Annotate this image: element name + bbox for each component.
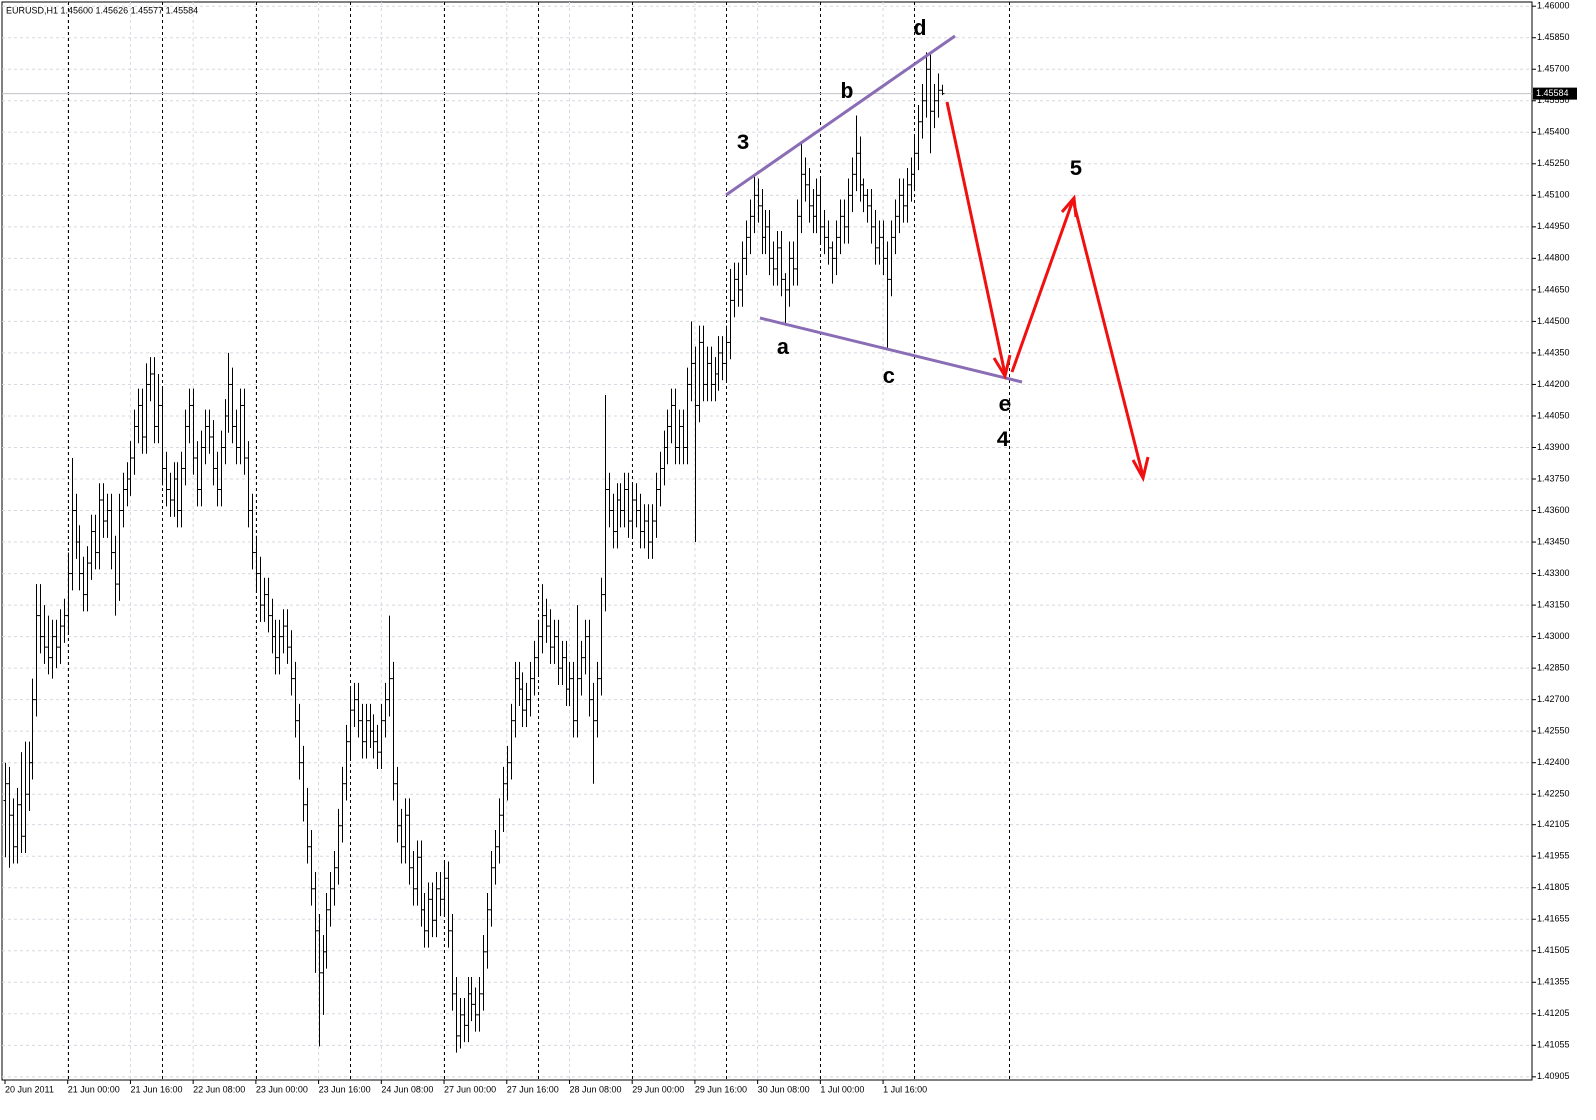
x-tick-label: 22 Jun 08:00 — [193, 1084, 245, 1094]
y-tick-label: 1.44350 — [1537, 347, 1570, 357]
y-tick-label: 1.43750 — [1537, 473, 1570, 483]
y-tick-label: 1.44950 — [1537, 221, 1570, 231]
x-tick-label: 28 Jun 08:00 — [569, 1084, 621, 1094]
wave-label: 3 — [736, 131, 749, 156]
x-tick-label: 27 Jun 16:00 — [507, 1084, 559, 1094]
arrow-head — [1131, 456, 1150, 483]
x-tick-label: 29 Jun 00:00 — [632, 1084, 684, 1094]
y-tick-label: 1.45550 — [1537, 95, 1570, 105]
y-tick-label: 1.46000 — [1537, 1, 1570, 11]
x-tick-label: 21 Jun 16:00 — [130, 1084, 182, 1094]
wave-label: 4 — [996, 428, 1009, 453]
x-tick-label: 27 Jun 00:00 — [444, 1084, 496, 1094]
y-tick-label: 1.44050 — [1537, 410, 1570, 420]
y-tick-label: 1.45100 — [1537, 190, 1570, 200]
y-tick-label: 1.41355 — [1537, 977, 1570, 987]
y-tick-label: 1.43900 — [1537, 442, 1570, 452]
x-tick-label: 29 Jun 16:00 — [695, 1084, 747, 1094]
y-tick-label: 1.41205 — [1537, 1008, 1570, 1018]
wave-label: c — [882, 365, 895, 390]
arrow-head — [992, 354, 1012, 380]
y-tick-label: 1.45700 — [1537, 64, 1570, 74]
wave-label: d — [913, 17, 926, 42]
y-tick-label: 1.45400 — [1537, 127, 1570, 137]
wave-label: b — [840, 80, 853, 105]
y-tick-label: 1.42850 — [1537, 663, 1570, 673]
y-tick-label: 1.41505 — [1537, 945, 1570, 955]
y-tick-label: 1.42550 — [1537, 726, 1570, 736]
x-tick-label: 1 Jul 00:00 — [820, 1084, 864, 1094]
y-tick-label: 1.40905 — [1537, 1071, 1570, 1081]
y-tick-label: 1.41055 — [1537, 1040, 1570, 1050]
x-tick-label: 30 Jun 08:00 — [758, 1084, 810, 1094]
y-tick-label: 1.45250 — [1537, 158, 1570, 168]
x-tick-label: 23 Jun 00:00 — [256, 1084, 308, 1094]
plot-frame — [1, 1, 1533, 1081]
y-tick-label: 1.42250 — [1537, 789, 1570, 799]
y-tick-label: 1.43600 — [1537, 505, 1570, 515]
x-tick-label: 1 Jul 16:00 — [883, 1084, 927, 1094]
y-tick-label: 1.44800 — [1537, 253, 1570, 263]
arrow — [1010, 199, 1075, 373]
y-tick-label: 1.42400 — [1537, 757, 1570, 767]
wave-label: 5 — [1069, 157, 1082, 182]
y-tick-label: 1.45850 — [1537, 32, 1570, 42]
y-tick-label: 1.44650 — [1537, 284, 1570, 294]
y-tick-label: 1.43150 — [1537, 599, 1570, 609]
wave-label: a — [776, 336, 789, 361]
y-tick-label: 1.43450 — [1537, 536, 1570, 546]
grid — [2, 2, 1532, 1080]
last-price-box — [1533, 87, 1577, 100]
x-tick-label: 23 Jun 16:00 — [319, 1084, 371, 1094]
x-tick-label: 20 Jun 2011 — [5, 1084, 54, 1094]
y-tick-label: 1.41655 — [1537, 914, 1570, 924]
x-tick-label: 24 Jun 08:00 — [381, 1084, 433, 1094]
last-price-label: 1.45584 — [1536, 88, 1569, 98]
axes: 1.46000 1.45850 1.45700 1.45550 1.45400 1.452… — [4, 1, 1577, 1094]
trend-line — [725, 34, 956, 197]
chart-title: EURUSD,H1 1.45600 1.45626 1.45577 1.4558… — [6, 5, 198, 15]
bars — [3, 52, 945, 1053]
y-tick-label: 1.41805 — [1537, 882, 1570, 892]
y-tick-label: 1.44200 — [1537, 379, 1570, 389]
x-tick-label: 21 Jun 00:00 — [68, 1084, 120, 1094]
y-tick-label: 1.43000 — [1537, 631, 1570, 641]
y-tick-label: 1.41955 — [1537, 851, 1570, 861]
arrow — [945, 101, 1007, 375]
arrow — [1071, 199, 1145, 477]
y-tick-label: 1.42700 — [1537, 694, 1570, 704]
y-tick-label: 1.43300 — [1537, 568, 1570, 578]
y-tick-label: 1.42105 — [1537, 819, 1570, 829]
wave-label: e — [998, 393, 1011, 418]
drawings — [725, 34, 1150, 483]
y-tick-label: 1.44500 — [1537, 316, 1570, 326]
trend-line — [759, 316, 1023, 384]
